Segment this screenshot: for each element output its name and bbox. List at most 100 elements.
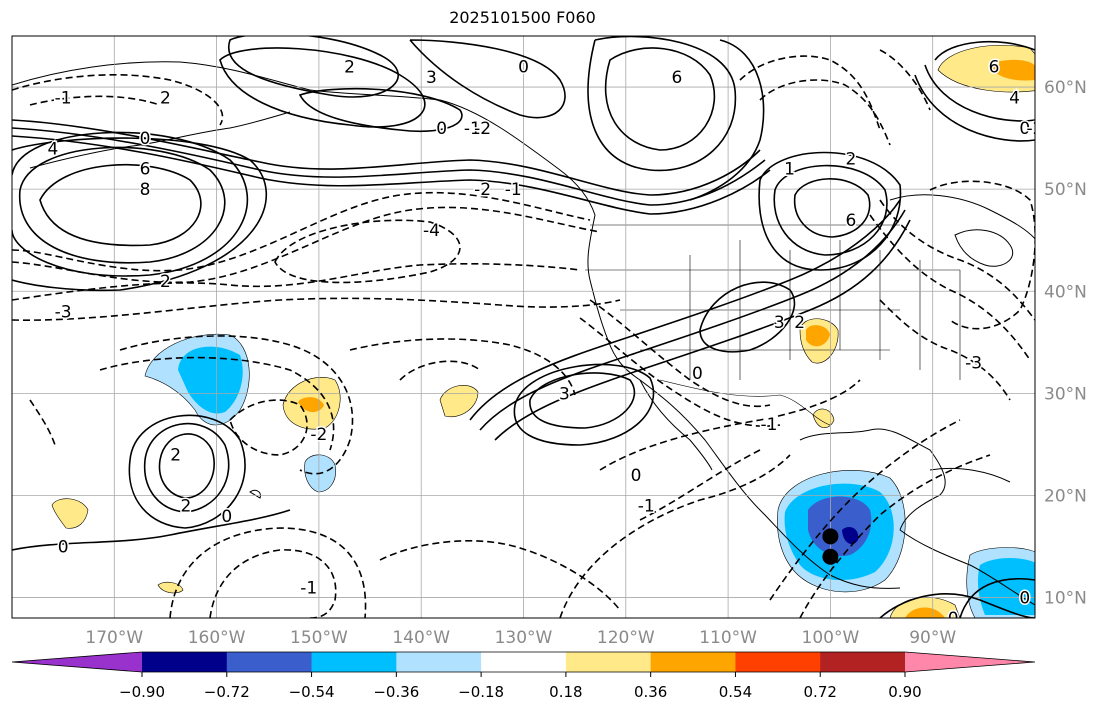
- colorbar-tick-label: −0.72: [204, 683, 250, 701]
- colorbar-segment: [820, 652, 906, 672]
- colorbar-tick-label: −0.54: [289, 683, 335, 701]
- contour-label: 0: [692, 364, 703, 384]
- contour-dashed: [12, 206, 601, 284]
- contour-dashed: [879, 199, 1035, 321]
- contour-dashed: [739, 55, 881, 131]
- contour-solid: [219, 47, 426, 128]
- contour-label: 3: [426, 68, 437, 88]
- contour-dashed: [399, 360, 481, 381]
- gulf-of-mexico-coast: [799, 428, 946, 531]
- contour-dashed: [599, 379, 861, 471]
- contour-label: 4: [1009, 88, 1020, 108]
- contour-label: -1: [55, 88, 72, 108]
- contour-solid: [227, 36, 399, 98]
- longitude-label: 100°W: [802, 628, 860, 648]
- contour-label: 2: [170, 446, 181, 466]
- central-america: [899, 529, 1035, 606]
- colorbar-tick-label: 0.18: [549, 683, 582, 701]
- shade-orange: [905, 607, 945, 618]
- contour-solid: [513, 363, 655, 446]
- contour-label: 2: [845, 150, 856, 170]
- contour-solid: [914, 74, 1035, 142]
- contour-dashed: [769, 419, 961, 601]
- contour-solid: [409, 39, 566, 119]
- contour-dashed: [99, 356, 335, 451]
- contour-label: -1: [761, 415, 778, 435]
- contour-dashed: [379, 540, 621, 611]
- contour-label: 1: [784, 160, 795, 180]
- colorbar-segment: [565, 652, 652, 672]
- latitude-label: 60°N: [1044, 78, 1087, 98]
- longitude-label: 140°W: [392, 628, 450, 648]
- contour-label: 2: [160, 272, 171, 292]
- contour-label: 0: [58, 538, 69, 558]
- colorbar-tick-label: 0.90: [888, 683, 921, 701]
- longitude-label: 170°W: [85, 628, 143, 648]
- colorbar-segment: [311, 652, 397, 672]
- contour-label: 3: [774, 313, 785, 333]
- longitude-labels: 170°W 160°W 150°W 140°W 130°W 120°W 110°W 100°W…: [85, 628, 956, 648]
- contour-solid: [879, 593, 1035, 618]
- colorbar-tick-label: 0.72: [804, 683, 837, 701]
- map-title: 2025101500 F060: [449, 8, 596, 27]
- shade-sky-blue: [178, 346, 243, 414]
- contour-label: 2: [794, 313, 805, 333]
- colorbar-segment: [735, 652, 821, 672]
- contour-solid: [469, 199, 901, 421]
- contour-label: 0: [1019, 589, 1030, 609]
- contour-solid: [143, 422, 230, 513]
- contour-label: 4: [48, 139, 59, 159]
- contour-dashed: [169, 527, 367, 618]
- hudson-region: [889, 194, 1035, 240]
- latitude-label: 10°N: [1044, 589, 1087, 609]
- contour-label: -1: [464, 119, 481, 139]
- contour-label: 2: [160, 88, 171, 108]
- contour-label: -1: [300, 578, 317, 598]
- contour-solid: [689, 39, 765, 201]
- great-lakes: [954, 229, 1013, 267]
- shade-orange: [806, 325, 830, 347]
- cuba: [929, 467, 1011, 483]
- contour-label: 0: [140, 129, 151, 149]
- contour-label: -2: [474, 180, 491, 200]
- contour-solid: [12, 137, 267, 292]
- colorbar-tick-label: 0.36: [634, 683, 667, 701]
- colorbar-segment: [481, 652, 567, 672]
- contour-label: -3: [55, 303, 72, 323]
- plot-border: [11, 35, 1036, 619]
- contour-dashed: [29, 399, 56, 446]
- contour-label: -4: [423, 221, 440, 241]
- contour-dashed: [119, 335, 354, 475]
- contour-label: 3: [559, 384, 570, 404]
- contour-dashed: [759, 79, 891, 146]
- latitude-label: 50°N: [1044, 180, 1087, 200]
- contour-solid: [924, 64, 1035, 122]
- colorbar-extend-max: [905, 652, 1035, 672]
- gridlines: [12, 36, 1035, 618]
- shade-yellow: [937, 45, 1035, 93]
- contour-solid: [12, 127, 766, 206]
- shade-sky-blue: [977, 558, 1035, 615]
- contour-label: -2: [474, 119, 491, 139]
- contour-dashed: [559, 454, 791, 618]
- contour-label: 0: [1019, 119, 1030, 139]
- colorbar-tick-label: −0.90: [119, 683, 165, 701]
- contour-solid: [699, 281, 796, 353]
- colorbar-extend-min: [12, 652, 142, 672]
- hawaii: [249, 489, 261, 499]
- shade-yellow: [812, 408, 835, 428]
- contour-dashed: [589, 299, 771, 408]
- contour-label: -3: [965, 354, 982, 374]
- longitude-label: 130°W: [495, 628, 553, 648]
- contour-solid: [587, 36, 737, 172]
- longitude-label: 160°W: [188, 628, 246, 648]
- contour-label: 0: [631, 466, 642, 486]
- contour-dashed: [349, 338, 576, 396]
- longitude-label: 110°W: [699, 628, 757, 648]
- colorbar-segment: [142, 652, 228, 672]
- contour-dashed: [579, 317, 781, 427]
- contour-label: -1: [505, 180, 522, 200]
- contour-label: 6: [989, 58, 1000, 78]
